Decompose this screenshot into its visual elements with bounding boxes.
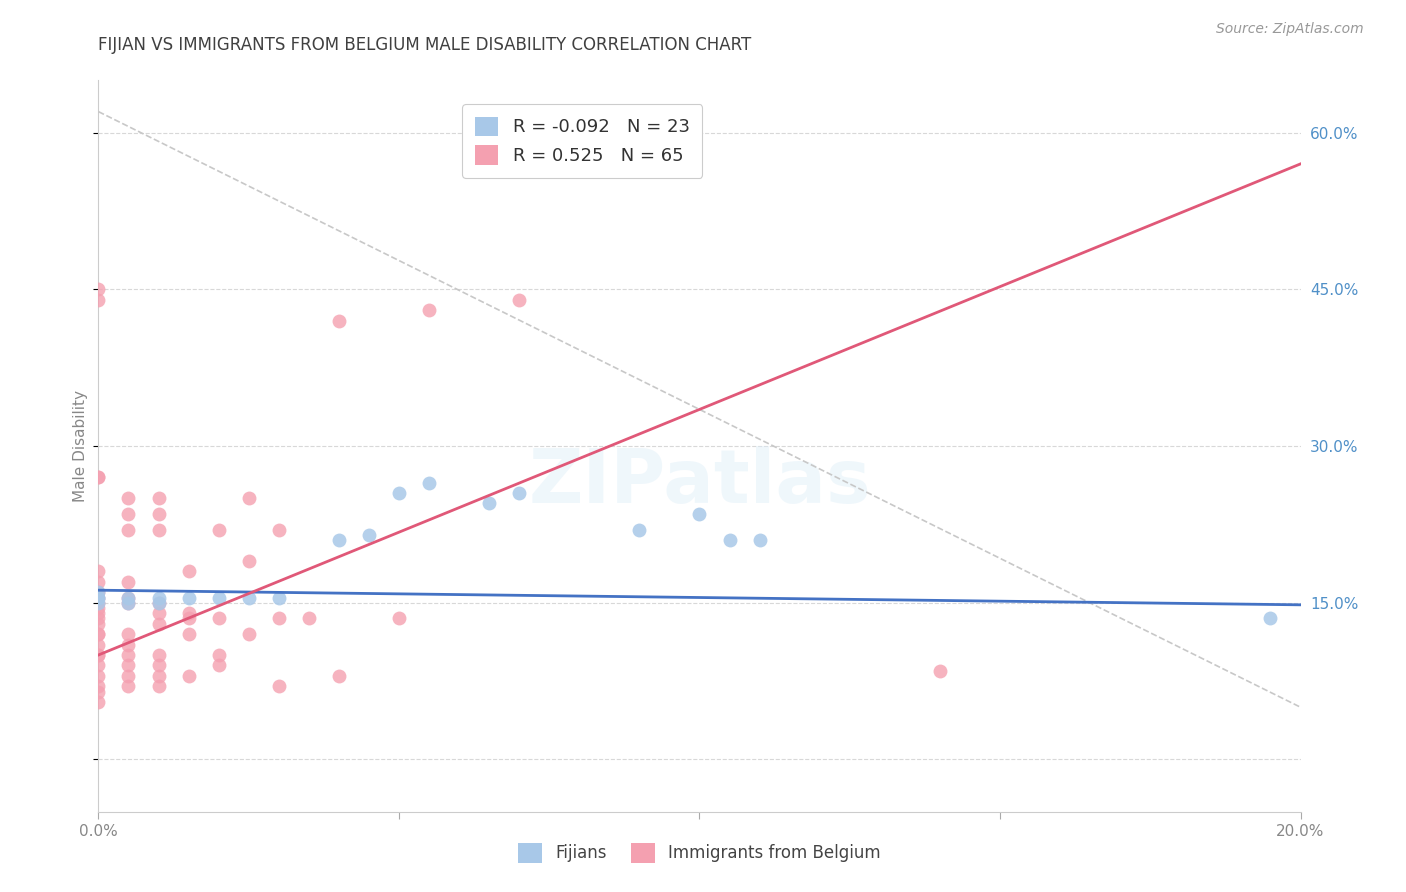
Point [328, 533, 350, 547]
Point [148, 596, 170, 610]
Point [117, 596, 139, 610]
Point [238, 591, 260, 605]
Point [658, 104, 681, 119]
Point [87, 585, 110, 599]
Point [87, 627, 110, 641]
Point [177, 627, 200, 641]
Point [689, 507, 711, 521]
Point [267, 679, 290, 693]
Point [87, 470, 110, 484]
Point [87, 638, 110, 652]
Point [208, 523, 231, 537]
Point [357, 528, 380, 542]
Point [117, 648, 139, 662]
Point [87, 648, 110, 662]
Point [87, 574, 110, 589]
Point [418, 475, 440, 490]
Point [148, 606, 170, 620]
Point [87, 293, 110, 307]
Point [148, 591, 170, 605]
Point [508, 293, 530, 307]
Point [177, 669, 200, 683]
Point [87, 611, 110, 625]
Legend: Fijians, Immigrants from Belgium: Fijians, Immigrants from Belgium [512, 837, 887, 869]
Point [328, 669, 350, 683]
Point [87, 565, 110, 579]
Point [87, 695, 110, 709]
Point [117, 658, 139, 673]
Point [267, 591, 290, 605]
Point [238, 627, 260, 641]
Point [388, 486, 411, 500]
Point [388, 611, 411, 625]
Point [298, 611, 321, 625]
Point [748, 533, 770, 547]
Point [87, 658, 110, 673]
Point [148, 491, 170, 506]
Point [418, 303, 440, 318]
Point [117, 627, 139, 641]
Point [208, 611, 231, 625]
Point [508, 486, 530, 500]
Point [148, 616, 170, 631]
Point [87, 596, 110, 610]
Point [87, 282, 110, 296]
Point [238, 491, 260, 506]
Point [87, 606, 110, 620]
Point [267, 523, 290, 537]
Point [148, 669, 170, 683]
Point [87, 648, 110, 662]
Point [238, 554, 260, 568]
Text: Source: ZipAtlas.com: Source: ZipAtlas.com [1216, 22, 1364, 37]
Point [148, 648, 170, 662]
Point [87, 616, 110, 631]
Point [177, 606, 200, 620]
Point [267, 611, 290, 625]
Point [718, 533, 741, 547]
Y-axis label: Male Disability: Male Disability [73, 390, 87, 502]
Point [478, 496, 501, 510]
Point [208, 648, 231, 662]
Text: ZIPatlas: ZIPatlas [529, 446, 870, 519]
Point [87, 591, 110, 605]
Point [148, 596, 170, 610]
Point [148, 658, 170, 673]
Point [177, 591, 200, 605]
Point [87, 470, 110, 484]
Text: FIJIAN VS IMMIGRANTS FROM BELGIUM MALE DISABILITY CORRELATION CHART: FIJIAN VS IMMIGRANTS FROM BELGIUM MALE D… [98, 36, 752, 54]
Point [208, 591, 231, 605]
Point [87, 627, 110, 641]
Point [117, 574, 139, 589]
Point [148, 679, 170, 693]
Point [148, 523, 170, 537]
Point [117, 669, 139, 683]
Point [117, 491, 139, 506]
Point [87, 679, 110, 693]
Point [117, 596, 139, 610]
Point [87, 585, 110, 599]
Point [328, 313, 350, 327]
Point [148, 507, 170, 521]
Point [87, 591, 110, 605]
Point [929, 664, 952, 678]
Point [177, 611, 200, 625]
Point [117, 638, 139, 652]
Point [208, 658, 231, 673]
Point [117, 507, 139, 521]
Point [87, 591, 110, 605]
Point [117, 523, 139, 537]
Point [117, 591, 139, 605]
Point [87, 601, 110, 615]
Point [87, 596, 110, 610]
Point [87, 684, 110, 698]
Point [1260, 611, 1282, 625]
Point [628, 523, 651, 537]
Point [117, 679, 139, 693]
Point [177, 565, 200, 579]
Point [87, 669, 110, 683]
Point [117, 591, 139, 605]
